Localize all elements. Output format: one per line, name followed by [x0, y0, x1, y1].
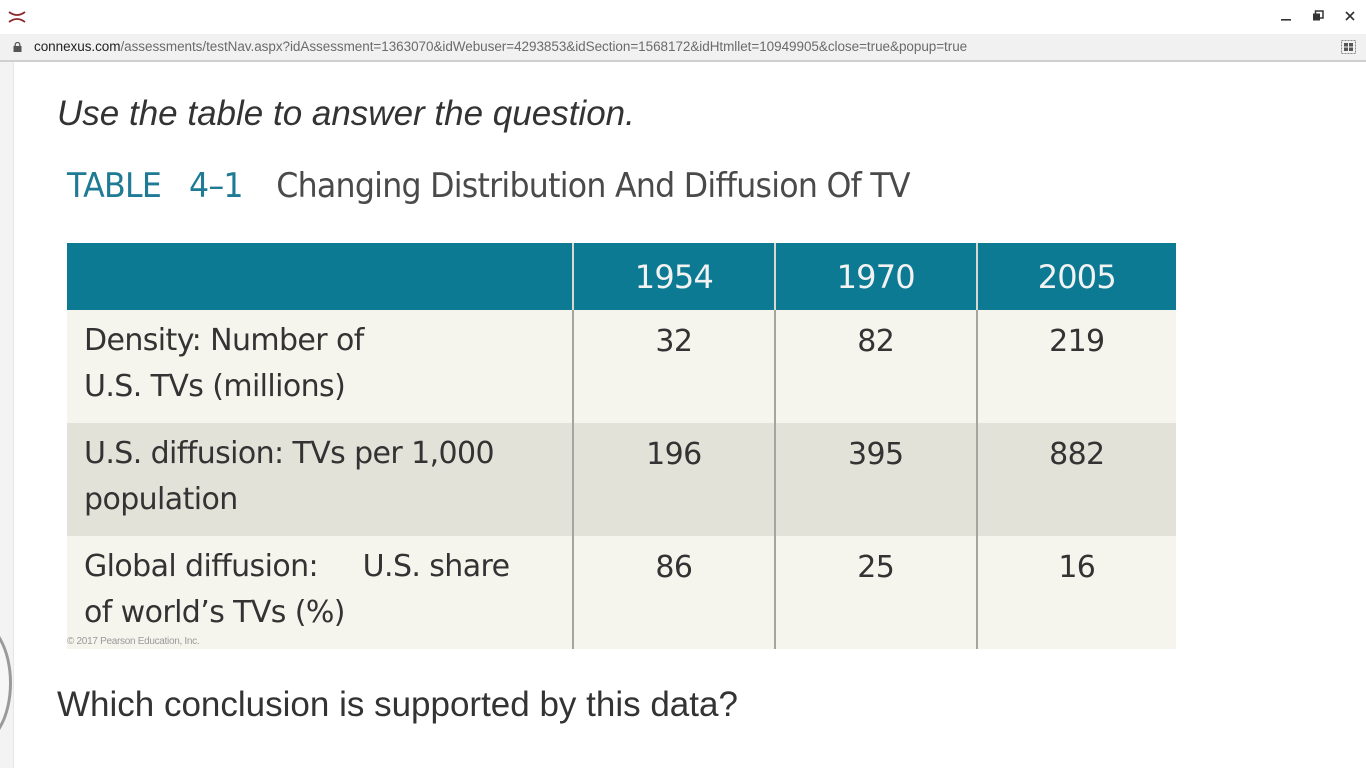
restore-icon [1313, 10, 1324, 21]
table-header-row: 1954 1970 2005 [67, 243, 1176, 310]
header-cell-1970: 1970 [773, 243, 977, 310]
restore-button[interactable] [1308, 8, 1328, 26]
table-row-global-diffusion: Global diffusion: U.S. share of world’s T… [67, 536, 1176, 649]
table-number: TABLE 4–1 [67, 166, 244, 206]
window-titlebar [0, 0, 1366, 34]
instruction-text: Use the table to answer the question. [57, 94, 635, 133]
row-label-line2: population [84, 482, 238, 517]
url-text[interactable]: connexus.com/assessments/testNav.aspx?id… [34, 39, 967, 54]
table-caption: Changing Distribution And Diffusion Of T… [276, 166, 910, 206]
row-label-line1: Density: Number of [84, 323, 364, 358]
row-label-line1: U.S. diffusion: TVs per 1,000 [84, 436, 495, 471]
minimize-icon [1281, 19, 1291, 21]
row-label-line1: Global diffusion: U.S. share [84, 549, 510, 584]
header-cell-2005: 2005 [975, 243, 1176, 310]
row-label: Global diffusion: U.S. share of world’s T… [67, 536, 573, 649]
url-path: /assessments/testNav.aspx?idAssessment=1… [120, 39, 968, 54]
question-text: Which conclusion is supported by this da… [57, 685, 738, 724]
row-label-line2: of world’s TVs (%) [84, 595, 345, 630]
url-domain: connexus.com [34, 39, 121, 54]
qr-grid-icon[interactable] [1341, 40, 1356, 54]
table-row-us-diffusion: U.S. diffusion: TVs per 1,000 population … [67, 423, 1176, 536]
minimize-button[interactable] [1276, 8, 1296, 26]
table-cell: 82 [773, 310, 977, 423]
copyright-credit: © 2017 Pearson Education, Inc. [67, 636, 200, 647]
table-title: TABLE 4–1 Changing Distribution And Diffu… [67, 166, 911, 206]
row-label: Density: Number of U.S. TVs (millions) [67, 310, 573, 423]
lock-icon [13, 42, 22, 52]
header-cell-1954: 1954 [572, 243, 775, 310]
close-icon [1345, 11, 1355, 21]
table-cell: 86 [572, 536, 775, 649]
address-bar[interactable]: connexus.com/assessments/testNav.aspx?id… [0, 34, 1366, 62]
table-row-density: Density: Number of U.S. TVs (millions) 32… [67, 310, 1176, 423]
left-gutter [0, 62, 14, 768]
table-cell: 219 [975, 310, 1176, 423]
table-cell: 16 [975, 536, 1176, 649]
table-cell: 32 [572, 310, 775, 423]
table-cell: 25 [773, 536, 977, 649]
table-cell: 196 [572, 423, 775, 536]
tv-distribution-table: 1954 1970 2005 Density: Number of U.S. TV… [67, 243, 1176, 649]
table-cell: 395 [773, 423, 977, 536]
row-label-line2: U.S. TVs (millions) [84, 369, 346, 404]
header-cell-label [67, 243, 573, 310]
close-button[interactable] [1340, 8, 1360, 26]
row-label: U.S. diffusion: TVs per 1,000 population [67, 423, 573, 536]
table-cell: 882 [975, 423, 1176, 536]
connexus-logo-icon [8, 11, 26, 23]
